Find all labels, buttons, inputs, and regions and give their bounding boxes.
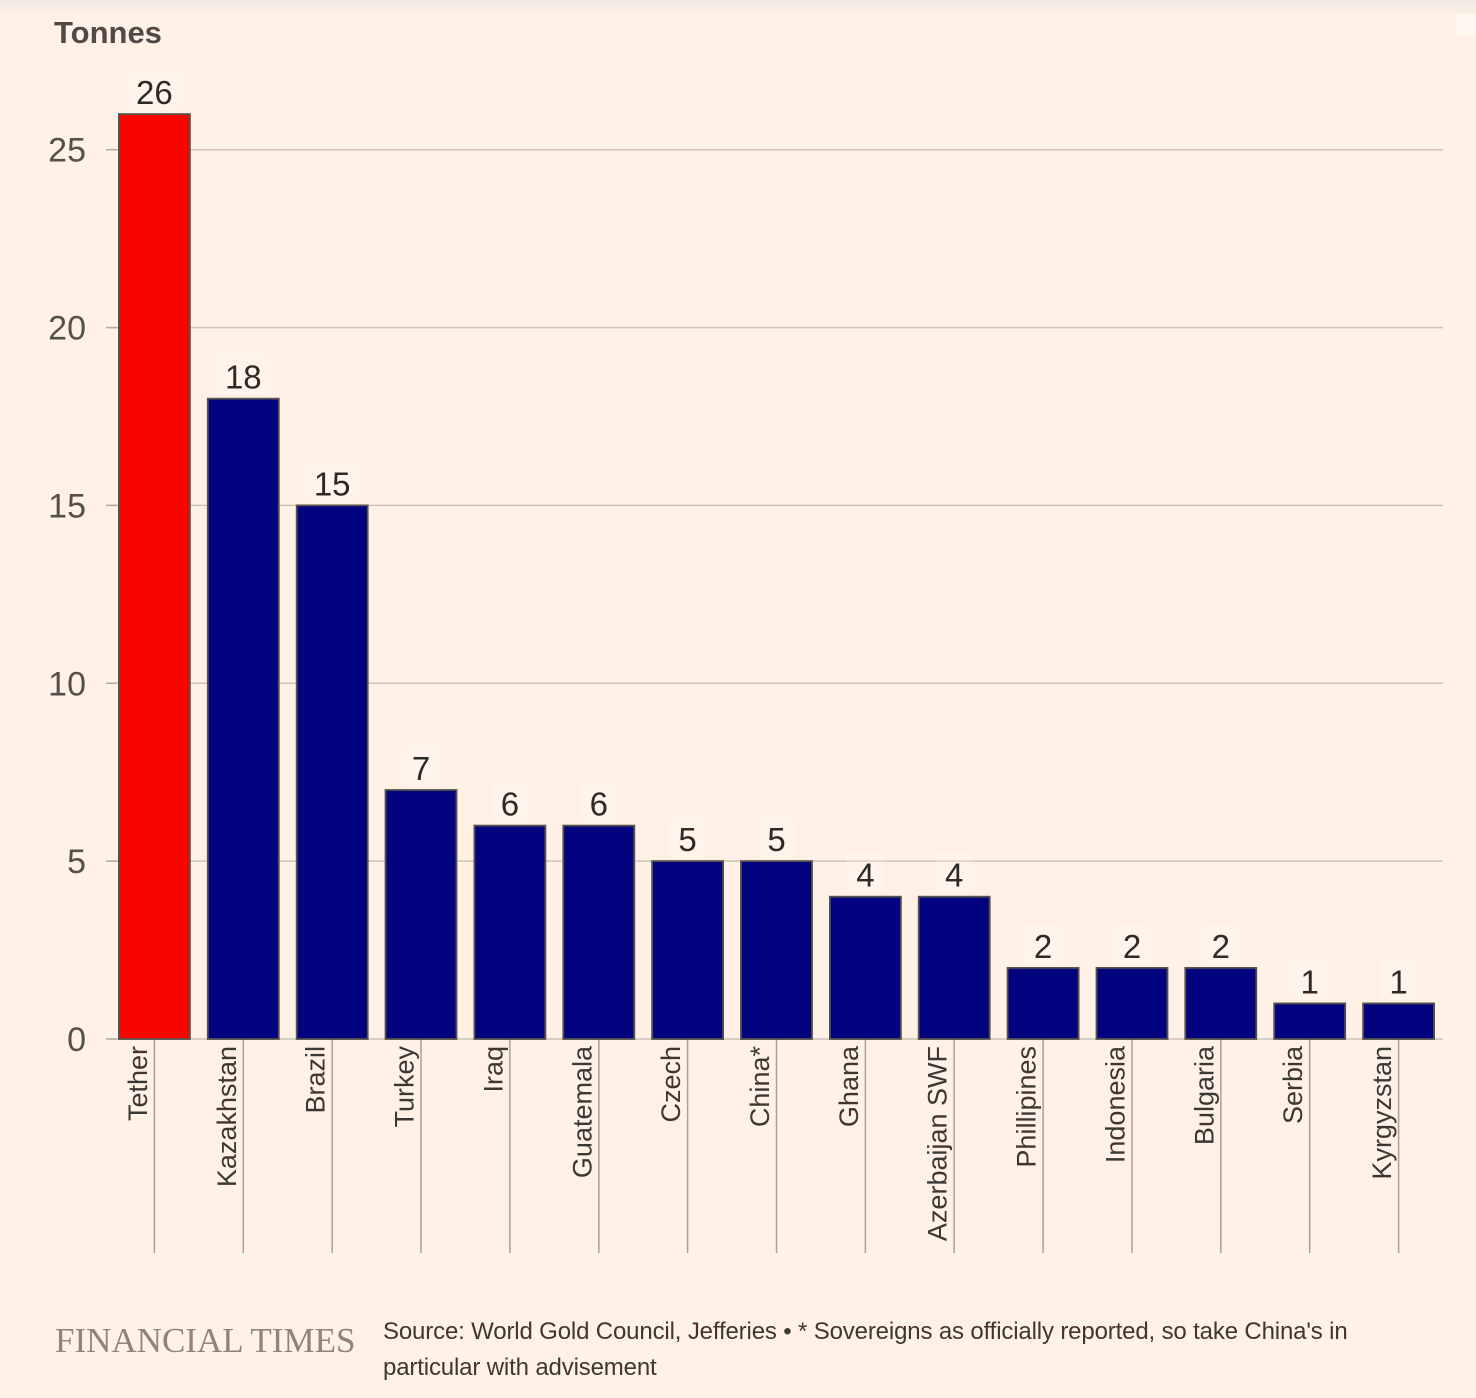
svg-text:China*: China*: [745, 1046, 775, 1128]
svg-text:5: 5: [67, 843, 86, 881]
svg-text:26: 26: [136, 74, 173, 111]
svg-text:0: 0: [67, 1021, 86, 1059]
svg-text:FINANCIAL TIMES: FINANCIAL TIMES: [55, 1321, 355, 1360]
svg-text:2: 2: [1123, 928, 1141, 965]
svg-text:Iraq: Iraq: [478, 1046, 508, 1093]
svg-text:Phillipines: Phillipines: [1012, 1046, 1042, 1168]
svg-text:Azerbaijan SWF: Azerbaijan SWF: [923, 1046, 953, 1241]
svg-text:Ghana: Ghana: [834, 1045, 864, 1127]
svg-text:5: 5: [678, 821, 696, 858]
svg-text:4: 4: [945, 857, 963, 894]
svg-text:20: 20: [48, 310, 86, 348]
svg-text:Kyrgyzstan: Kyrgyzstan: [1367, 1046, 1397, 1180]
svg-text:1: 1: [1389, 963, 1407, 1000]
svg-text:2: 2: [1034, 928, 1052, 965]
svg-text:7: 7: [412, 750, 430, 787]
svg-text:5: 5: [767, 821, 785, 858]
svg-text:25: 25: [48, 132, 86, 170]
svg-text:Source: World Gold Council, Je: Source: World Gold Council, Jefferies • …: [383, 1318, 1348, 1345]
svg-text:18: 18: [225, 359, 262, 396]
svg-text:2: 2: [1212, 928, 1230, 965]
svg-text:Tether: Tether: [123, 1046, 153, 1121]
svg-text:6: 6: [590, 786, 608, 823]
svg-text:15: 15: [314, 465, 351, 502]
svg-text:10: 10: [48, 665, 86, 703]
svg-text:particular with advisement: particular with advisement: [383, 1354, 657, 1381]
svg-text:Brazil: Brazil: [301, 1046, 331, 1114]
svg-text:Serbia: Serbia: [1278, 1045, 1308, 1124]
svg-text:Kazakhstan: Kazakhstan: [212, 1046, 242, 1187]
svg-text:Turkey: Turkey: [390, 1046, 420, 1128]
svg-text:Guatemala: Guatemala: [567, 1045, 597, 1178]
svg-text:Czech: Czech: [656, 1046, 686, 1123]
svg-text:15: 15: [48, 487, 86, 525]
svg-text:Tonnes: Tonnes: [54, 15, 162, 50]
svg-text:4: 4: [856, 857, 874, 894]
svg-text:Indonesia: Indonesia: [1101, 1045, 1131, 1163]
svg-text:6: 6: [501, 786, 519, 823]
svg-text:Bulgaria: Bulgaria: [1189, 1045, 1219, 1145]
svg-text:1: 1: [1301, 963, 1319, 1000]
